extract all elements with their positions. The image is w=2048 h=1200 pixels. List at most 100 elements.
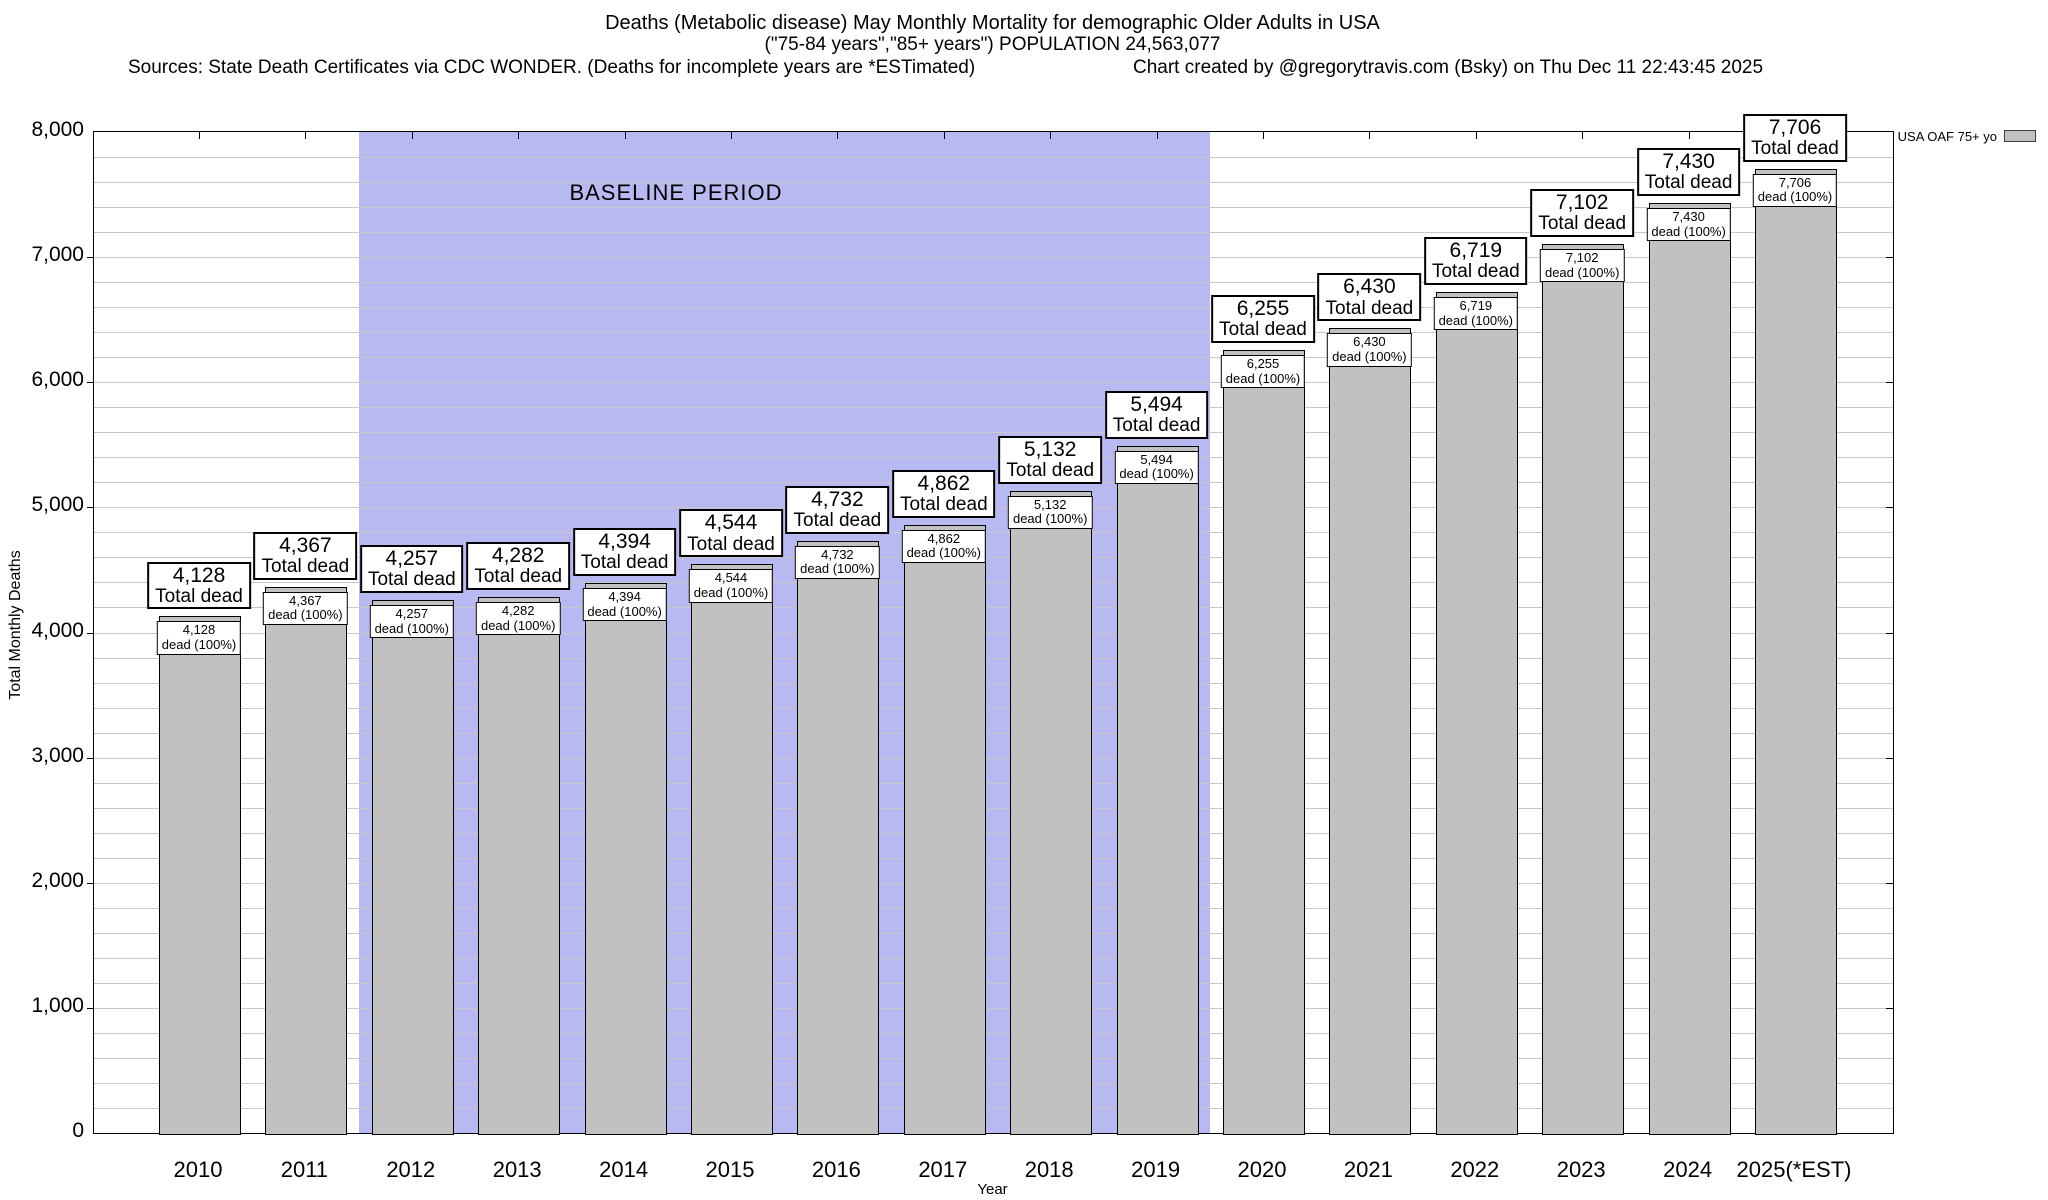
- bar-inner-label: 4,732 dead (100%): [795, 545, 880, 579]
- bar-total-label-text: 4,394: [598, 530, 651, 554]
- bar-inner-label: 7,430 dead (100%): [1646, 208, 1731, 242]
- x-tick-label: 2010: [173, 1157, 223, 1182]
- bar-inner-label-text: 6,430: [1353, 334, 1386, 350]
- gridline: [94, 207, 1893, 209]
- bar-total-label: 6,719 Total dead: [1423, 237, 1528, 286]
- top-axis-tick: [837, 132, 839, 139]
- gridline: [94, 1082, 1893, 1084]
- y-tick-label: 1,000: [31, 993, 84, 1017]
- gridline: [94, 457, 1893, 459]
- x-tick-label: 2021: [1343, 1157, 1393, 1182]
- bar-2015: [691, 564, 773, 1135]
- right-axis-tick: [1886, 632, 1893, 634]
- top-axis-tick: [1688, 132, 1690, 139]
- y-tick-label: 8,000: [31, 118, 84, 141]
- left-axis-tick: [87, 257, 94, 259]
- gridline: [94, 757, 1893, 759]
- bar-total-label-text: 7,430: [1662, 150, 1715, 174]
- bar-inner-label-text: 4,257: [395, 606, 429, 622]
- y-tick-label: 4,000: [31, 618, 84, 642]
- y-tick-label: 7,000: [31, 243, 84, 267]
- gridline: [94, 657, 1893, 659]
- bar-inner-label: 4,367 dead (100%): [263, 591, 348, 625]
- bar-total-label-text: 4,862: [917, 471, 971, 495]
- x-tick-label: 2018: [1024, 1157, 1074, 1182]
- bar-inner-label-text: 7,706: [1778, 174, 1812, 190]
- bar-total-label-text: Total dead: [899, 493, 988, 515]
- chart-credit-note: Chart created by @gregorytravis.com (Bsk…: [1133, 57, 1764, 78]
- bar-inner-label-text: dead (100%): [1332, 348, 1407, 364]
- bar-inner-label-text: 7,430: [1672, 209, 1705, 225]
- bar-inner-label: 6,719 dead (100%): [1433, 297, 1519, 331]
- bar-total-label-text: Total dead: [155, 585, 243, 607]
- bar-2010: [159, 616, 241, 1135]
- top-axis-tick: [624, 132, 626, 139]
- top-axis-tick: [411, 132, 413, 139]
- top-axis-tick: [199, 132, 200, 139]
- bar-total-label-text: 5,132: [1023, 437, 1077, 461]
- bar-inner-label: 5,494 dead (100%): [1114, 450, 1199, 484]
- left-axis-tick: [87, 382, 94, 384]
- bar-2011: [265, 586, 348, 1135]
- bar-inner-label-text: dead (100%): [480, 617, 556, 633]
- bar-inner-label-text: dead (100%): [1119, 466, 1194, 482]
- gridline: [94, 282, 1893, 284]
- top-axis-tick: [731, 132, 732, 139]
- gridline: [94, 307, 1893, 309]
- bar-total-label-text: Total dead: [367, 569, 456, 591]
- bar-total-label: 5,494 Total dead: [1104, 390, 1209, 439]
- bar-inner-label-text: 5,494: [1140, 451, 1173, 467]
- y-tick-label: 3,000: [31, 743, 84, 767]
- left-axis-tick: [87, 1007, 94, 1009]
- top-axis-tick: [1582, 132, 1584, 139]
- chart-title: Deaths (Metabolic disease) May Monthly M…: [605, 12, 1380, 34]
- y-tick-label: 6,000: [31, 368, 84, 392]
- bar-total-label-text: 4,732: [811, 487, 864, 511]
- bar-total-label: 6,430 Total dead: [1317, 273, 1422, 322]
- bar-inner-label-text: 6,719: [1459, 298, 1493, 314]
- x-tick-label: 2020: [1237, 1157, 1287, 1182]
- gridline: [94, 182, 1893, 184]
- x-tick-label: 2012: [386, 1157, 436, 1182]
- bar-total-label-text: Total dead: [1219, 319, 1307, 341]
- bar-inner-label-text: dead (100%): [1544, 264, 1620, 280]
- bar-inner-label-text: dead (100%): [1438, 312, 1514, 328]
- right-axis-tick: [1886, 507, 1893, 509]
- bar-total-label: 4,544 Total dead: [679, 509, 783, 558]
- bar-inner-label: 5,132 dead (100%): [1007, 495, 1093, 529]
- gridline: [94, 857, 1893, 859]
- left-axis-tick: [87, 882, 94, 884]
- bar-inner-label-text: 5,132: [1033, 496, 1067, 512]
- chart-subtitle: ("75-84 years","85+ years") POPULATION 2…: [764, 34, 1221, 55]
- bar-inner-label: 4,128 dead (100%): [156, 621, 242, 655]
- gridline: [94, 257, 1893, 259]
- bar-2023: [1542, 244, 1625, 1135]
- bar-inner-label-text: dead (100%): [374, 620, 450, 636]
- bar-inner-label: 4,257 dead (100%): [369, 605, 455, 639]
- bar-total-label: 6,255 Total dead: [1211, 295, 1315, 344]
- gridline: [94, 1032, 1893, 1034]
- bar-inner-label-text: 4,394: [608, 589, 641, 605]
- bar-inner-label-text: 4,732: [821, 546, 854, 562]
- bar-total-label-text: 6,719: [1449, 239, 1503, 263]
- gridline: [94, 432, 1893, 434]
- gridline: [94, 882, 1893, 884]
- gridline: [94, 1007, 1893, 1009]
- bar-inner-label: 4,282 dead (100%): [475, 602, 561, 636]
- x-tick-label: 2015: [705, 1157, 755, 1182]
- bar-total-label-text: 6,430: [1343, 275, 1396, 299]
- right-axis-tick: [1886, 382, 1893, 384]
- bar-total-label: 4,257 Total dead: [359, 545, 464, 594]
- gridline: [94, 982, 1893, 984]
- gridline: [94, 532, 1893, 534]
- bar-2016: [797, 540, 880, 1135]
- gridline: [94, 782, 1893, 784]
- bar-inner-label-text: dead (100%): [587, 603, 662, 619]
- bar-inner-label-text: dead (100%): [161, 637, 237, 653]
- right-axis-tick: [1886, 1007, 1893, 1009]
- top-axis-tick: [1263, 132, 1264, 139]
- top-axis-tick: [305, 132, 307, 139]
- x-tick-label: 2024: [1663, 1157, 1713, 1182]
- bar-inner-label-text: 4,128: [182, 622, 216, 638]
